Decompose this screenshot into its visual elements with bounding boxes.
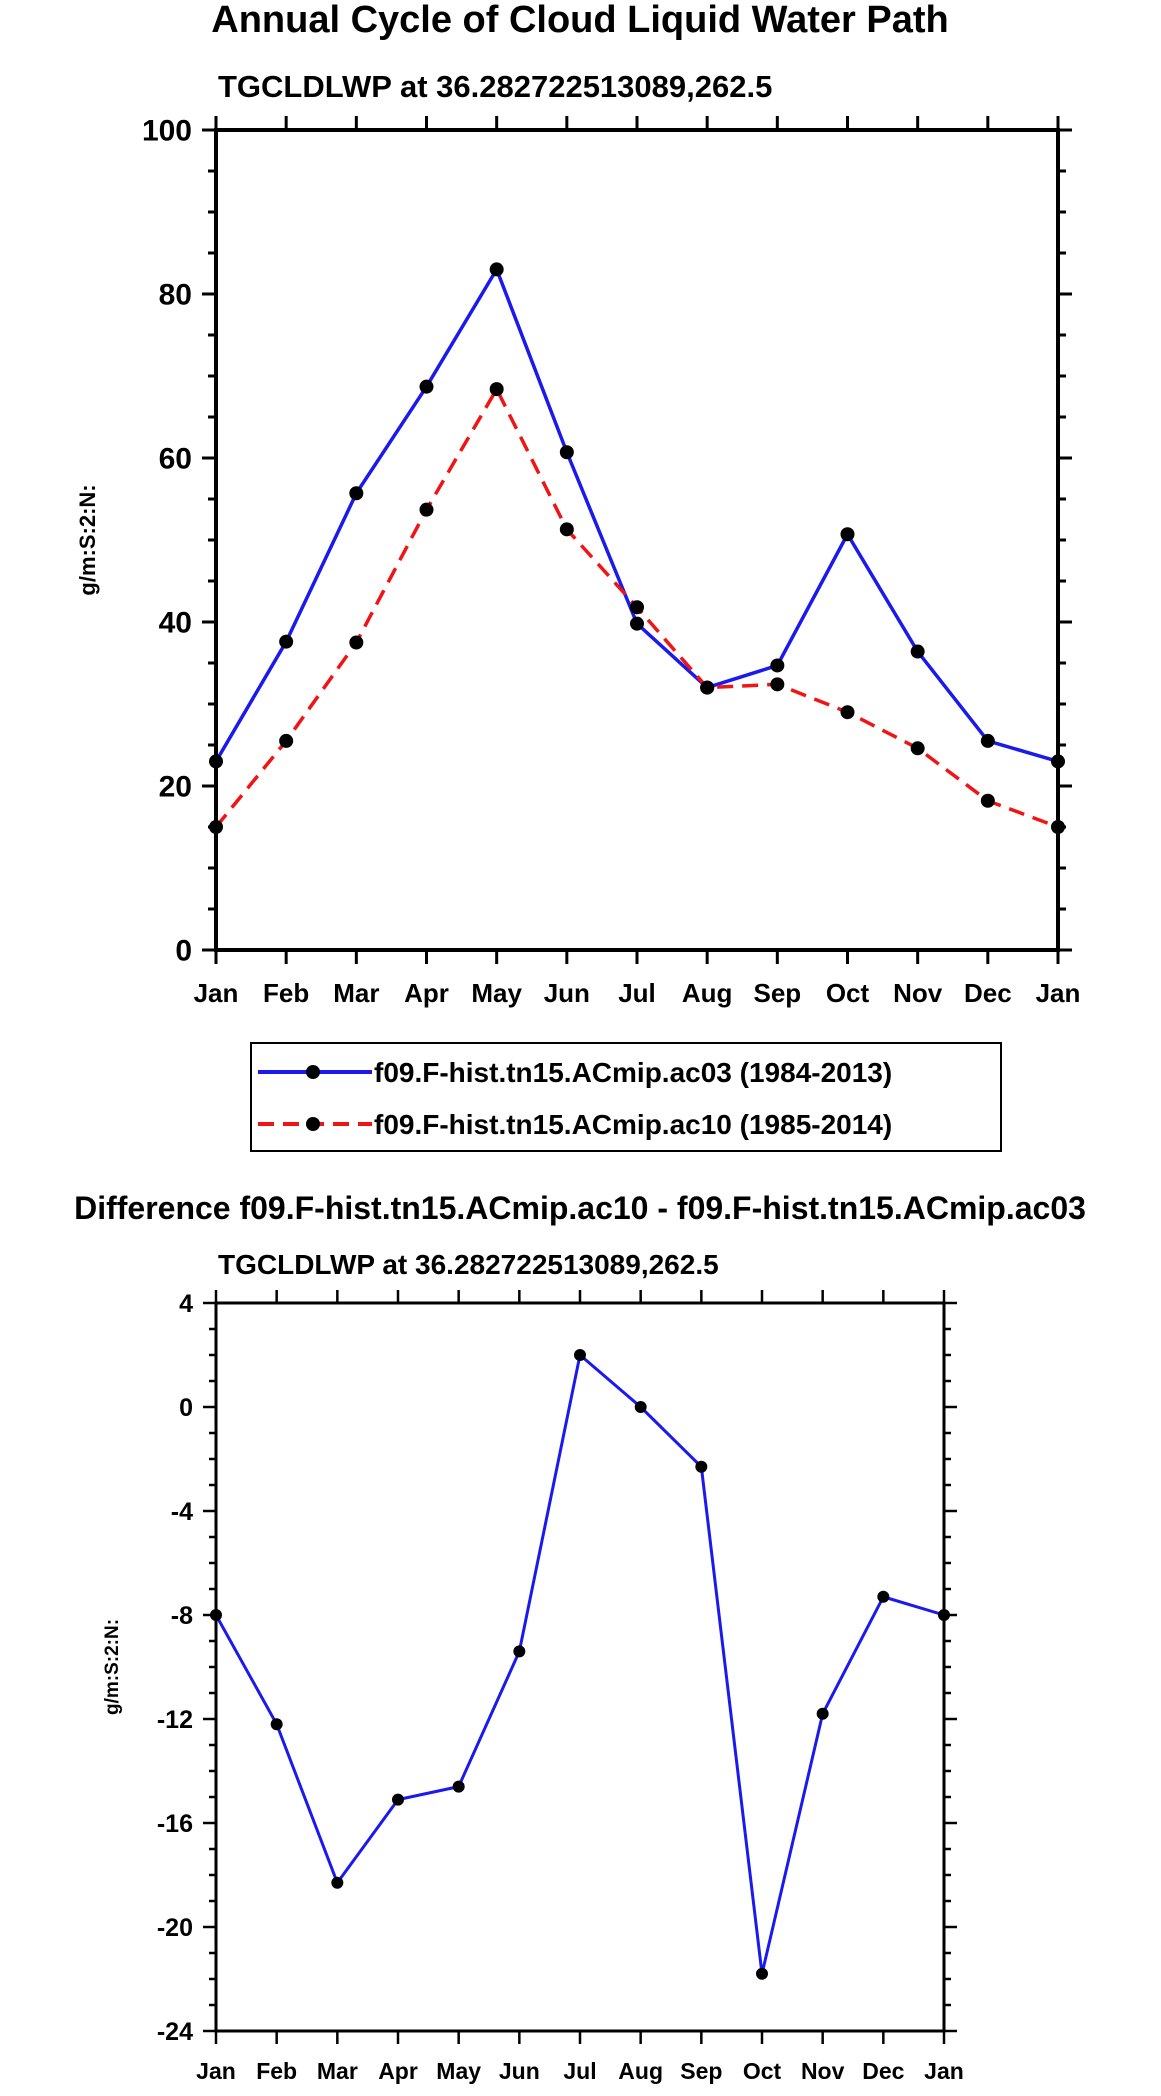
x-tick-label: Feb [263,978,309,1008]
y-tick-label: -24 [157,2018,193,2046]
y-tick-label: 0 [175,935,192,968]
series-0-point [419,379,434,394]
chart1-title: Annual Cycle of Cloud Liquid Water Path [211,0,949,41]
y-tick-label: -20 [157,1914,193,1942]
series-0-point [392,1793,404,1806]
y-tick-label: -8 [171,1602,193,1630]
legend-label-ac10: f09.F-hist.tn15.ACmip.ac10 (1985-2014) [374,1109,892,1140]
chart1-x-tick-labels: Jan Feb Mar Apr May Jun Jul Aug Sep Oct Nov Dec Jan [194,978,1081,1008]
series-0-point [331,1876,344,1889]
series-0-point [816,1707,829,1720]
series-0-point [980,733,995,748]
chart1-subtitle: TGCLDLWP at 36.282722513089,262.5 [218,69,772,104]
x-tick-label: Apr [378,2058,418,2084]
series-1-point [980,793,995,808]
series-1-point [630,600,644,615]
y-tick-label: -4 [171,1498,193,1526]
series-line-0 [214,267,1059,764]
x-tick-label: May [436,2058,481,2084]
y-tick-label: -12 [157,1706,193,1734]
y-tick-label: 40 [159,607,192,640]
x-tick-label: Jan [194,978,239,1008]
x-tick-label: Oct [743,2058,782,2084]
chart2-subtitle: TGCLDLWP at 36.282722513089,262.5 [218,1249,719,1280]
series-0-point [840,527,855,542]
y-tick-label: 0 [179,1394,193,1422]
series-0-point [770,658,785,673]
x-tick-label: Feb [256,2058,297,2084]
legend-marker-ac03 [306,1065,320,1079]
x-tick-label: Nov [801,2058,845,2084]
series-line-0 [214,1353,945,1976]
chart1-plot-frame [214,128,1060,952]
series-1-point [700,680,715,695]
series-1-point [489,382,504,397]
series-0-point [452,1780,465,1793]
x-tick-label: Apr [404,978,449,1008]
chart2-plot-frame [214,1301,946,2033]
x-tick-label: Dec [862,2058,904,2084]
series-0-point [634,1401,647,1413]
x-tick-label: Jun [499,2058,540,2084]
y-tick-label: -16 [157,1810,193,1838]
series-0-point [695,1460,708,1473]
legend-box [250,1042,1002,1152]
y-tick-label: 100 [142,115,192,148]
series-1-point [840,705,855,720]
legend-label-ac03: f09.F-hist.tn15.ACmip.ac03 (1984-2013) [374,1057,892,1088]
x-tick-label: May [471,978,522,1008]
y-tick-label: 80 [159,279,192,312]
series-0-point [489,262,504,277]
legend-marker-ac10 [306,1117,320,1131]
series-0-point [349,486,364,501]
chart1-legend: f09.F-hist.tn15.ACmip.ac03 (1984-2013) f… [250,1042,1002,1152]
series-0-point [513,1645,526,1658]
series-1-point [279,733,294,748]
chart2-y-tick-labels: -24 -20 -16 -12 -8 -4 0 4 [157,1290,193,2046]
series-0-point [877,1590,890,1603]
x-tick-label: Sep [753,978,801,1008]
series-0-point [910,644,925,659]
y-tick-label: 20 [159,771,192,804]
chart1-y-tick-labels: 0 20 40 60 80 100 [142,115,192,968]
series-1-point [910,741,925,756]
series-0-point [270,1718,283,1731]
annual-cycle-chart: Annual Cycle of Cloud Liquid Water Path … [75,0,1081,1152]
series-0-point [574,1349,586,1361]
series-1-point [559,522,574,537]
x-tick-label: Dec [964,978,1012,1008]
chart2-x-tick-labels: Jan Feb Mar Apr May Jun Jul Aug Sep Oct Nov Dec Jan [196,2058,964,2084]
x-tick-label: Mar [333,978,379,1008]
x-tick-label: Jan [196,2058,236,2084]
x-tick-label: Sep [680,2058,722,2084]
series-0-point [630,616,644,631]
x-tick-label: Jul [563,2058,596,2084]
x-tick-label: Jun [544,978,590,1008]
chart2-ticks [203,1290,957,2044]
difference-chart: Difference f09.F-hist.tn15.ACmip.ac10 - … [74,1190,1086,2084]
x-tick-label: Oct [826,978,870,1008]
chart2-title: Difference f09.F-hist.tn15.ACmip.ac10 - … [74,1190,1086,1226]
series-0-point [756,1967,768,1980]
x-tick-label: Aug [618,2058,663,2084]
chart1-series [209,262,1065,834]
x-tick-label: Nov [893,978,943,1008]
x-tick-label: Aug [682,978,733,1008]
series-1-point [770,677,785,692]
x-tick-label: Jul [618,978,656,1008]
series-0-point [559,445,574,460]
chart2-series [210,1349,950,1980]
y-tick-label: 60 [159,443,192,476]
y-tick-label: 4 [179,1290,193,1318]
series-0-point [279,634,294,649]
x-tick-label: Jan [924,2058,964,2084]
series-1-point [419,502,434,517]
x-tick-label: Jan [1036,978,1081,1008]
chart2-ylabel: g/m:S:2:N: [102,1619,123,1715]
chart1-ylabel: g/m:S:2:N: [75,484,100,595]
x-tick-label: Mar [317,2058,358,2084]
series-1-point [349,635,364,650]
